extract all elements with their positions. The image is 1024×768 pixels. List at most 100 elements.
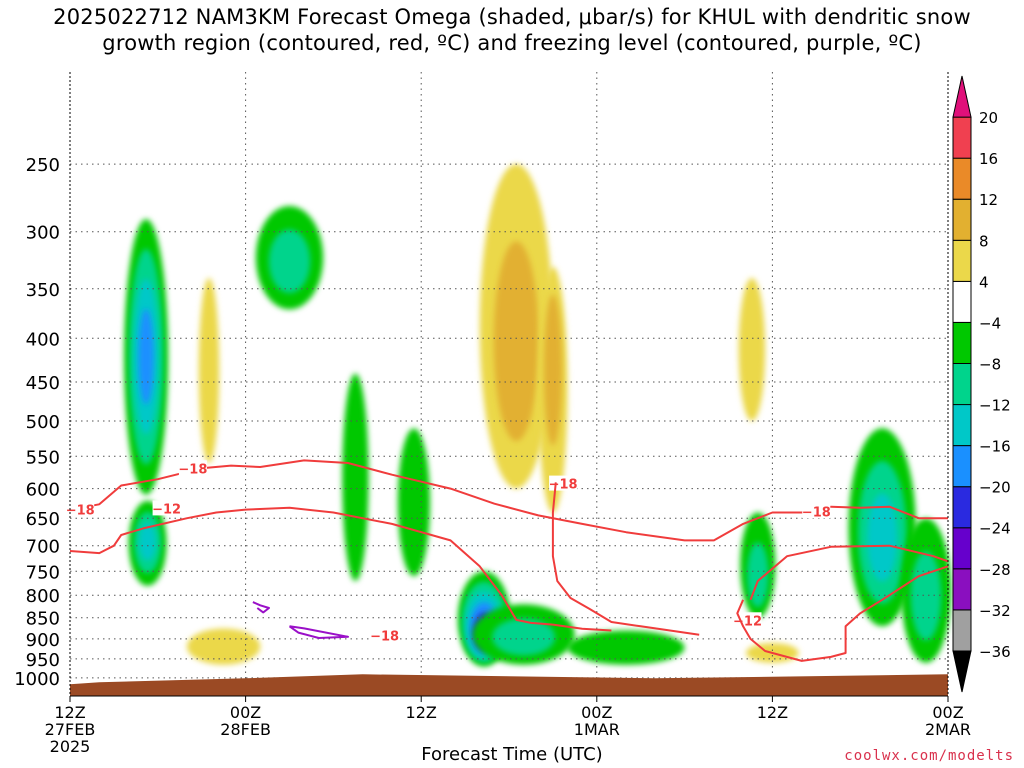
colorbar-bin-0 (952, 650, 972, 693)
colorbar-bin-9 (952, 280, 972, 323)
contour-label--18-3: −18 (802, 505, 831, 520)
colorbar-bin-6 (952, 404, 972, 447)
y-tick-label-250: 250 (26, 155, 60, 176)
axes (69, 72, 949, 697)
omega-region-2-layer-0 (187, 628, 261, 665)
omega-region-15-layer-0 (738, 278, 766, 421)
contour-label-bg--18-1 (178, 460, 207, 476)
y-tick-label-800: 800 (26, 586, 60, 607)
y-tick-label-750: 750 (26, 562, 60, 583)
contour-label--18-4: −18 (370, 630, 399, 645)
contour-label--12-1: −12 (733, 614, 762, 629)
y-tick-label-900: 900 (26, 630, 60, 651)
x-tick-label-0-1: 27FEB (45, 720, 96, 739)
x-tick-label-12-1: 28FEB (220, 720, 271, 739)
y-tick-label-300: 300 (26, 223, 60, 244)
omega-region-1-layer-2 (139, 522, 157, 561)
y-tick-label-850: 850 (26, 609, 60, 630)
colorbar-label-20: 20 (979, 109, 998, 127)
colorbar-bin-8 (952, 321, 972, 364)
colorbar-label-16: 16 (979, 150, 998, 168)
contour-label--12-0: −12 (152, 502, 181, 517)
x-tick-label-36-1: 1MAR (574, 720, 620, 739)
contour-label-bg--18-3 (802, 503, 831, 519)
colorbar-label--20: −20 (979, 479, 1011, 497)
contour-label-bg--18-4 (370, 627, 399, 643)
colorbar-bin-4 (952, 486, 972, 529)
omega-region-6-layer-0 (397, 428, 430, 577)
colorbar-bin-13 (952, 116, 972, 159)
y-tick-label-950: 950 (26, 650, 60, 671)
terrain-fill (70, 674, 948, 696)
colorbar-label-12: 12 (979, 191, 998, 209)
chart-title: 2025022712 NAM3KM Forecast Omega (shaded… (53, 5, 971, 55)
x-tick-label-60-0: 00Z (932, 703, 963, 722)
credit-text: coolwx.com/modelts (844, 748, 1014, 764)
colorbar-bin-11 (952, 198, 972, 241)
colorbar: −36 −32 −28 −24 −20 −16 −12 −8 −4 4 8 12 16 20 (952, 75, 1011, 693)
y-tick-labels: 2503003504004505005506006507007508008509… (14, 155, 60, 690)
y-tick-label-550: 550 (26, 447, 60, 468)
y-tick-label-500: 500 (26, 412, 60, 433)
omega-shading (124, 164, 951, 667)
colorbar-label--32: −32 (979, 602, 1011, 620)
colorbar-label--12: −12 (979, 397, 1011, 415)
colorbar-label-4: 4 (979, 273, 989, 291)
x-axis-label: Forecast Time (UTC) (421, 744, 603, 765)
colorbar-bin-3 (952, 527, 972, 570)
x-tick-label-12-0: 00Z (230, 703, 261, 722)
y-tick-label-450: 450 (26, 373, 60, 394)
x-tick-label-48-0: 12Z (757, 703, 788, 722)
y-tick-label-600: 600 (26, 480, 60, 501)
omega-region-10-layer-1 (543, 294, 562, 446)
contour--12 (69, 506, 612, 632)
y-tick-label-650: 650 (26, 509, 60, 530)
temperature-contours: −18 −18 −18 −18 −18 −12 −12 (66, 459, 949, 662)
contour--12c (736, 565, 949, 662)
omega-region-3-layer-1 (268, 229, 311, 294)
contour-label-bg--12-1 (733, 612, 762, 628)
x-tick-label-0-2: 2025 (50, 737, 91, 756)
x-tick-label-60-1: 2MAR (925, 720, 971, 739)
omega-region-5-layer-0 (342, 373, 369, 581)
colorbar-bin-12 (952, 157, 972, 200)
omega-region-9-layer-1 (493, 241, 539, 441)
colorbar-label--8: −8 (979, 356, 1001, 374)
colorbar-label--24: −24 (979, 520, 1011, 538)
x-tick-label-36-0: 00Z (581, 703, 612, 722)
terrain-surface (70, 674, 948, 696)
colorbar-bin-7 (952, 363, 972, 406)
y-tick-label-400: 400 (26, 329, 60, 350)
contour--12b (551, 482, 700, 636)
colorbar-label-8: 8 (979, 232, 989, 250)
contour-label-bg--12-0 (152, 500, 181, 516)
colorbar-bin-1 (952, 609, 972, 652)
contour-fz2 (288, 625, 349, 639)
omega-region-13-layer-2 (867, 493, 898, 582)
omega-region-0-layer-3 (138, 308, 154, 405)
contour-label-bg--18-0 (66, 501, 95, 517)
omega-region-14-layer-1 (910, 551, 942, 641)
colorbar-label--16: −16 (979, 438, 1011, 456)
contour-label--18-1: −18 (178, 462, 207, 477)
colorbar-bin-2 (952, 568, 972, 611)
colorbar-label--28: −28 (979, 561, 1011, 579)
y-tick-label-700: 700 (26, 537, 60, 558)
contour-fz1 (252, 601, 270, 614)
omega-region-4-layer-0 (198, 278, 220, 463)
omega-region-8-layer-1 (492, 618, 556, 656)
y-tick-label-1000: 1000 (14, 669, 60, 690)
x-tick-label-24-0: 12Z (406, 703, 437, 722)
colorbar-bin-5 (952, 445, 972, 488)
contour--12d (749, 544, 949, 601)
omega-region-12-layer-1 (747, 542, 769, 608)
colorbar-bin-10 (952, 239, 972, 282)
colorbar-bin-14 (952, 75, 972, 118)
contour-label--18-2: −18 (549, 478, 578, 493)
contour-label--18-0: −18 (66, 504, 95, 519)
colorbar-label--4: −4 (979, 314, 1001, 332)
colorbar-label--36: −36 (979, 643, 1011, 661)
omega-region-11-layer-0 (567, 630, 685, 665)
